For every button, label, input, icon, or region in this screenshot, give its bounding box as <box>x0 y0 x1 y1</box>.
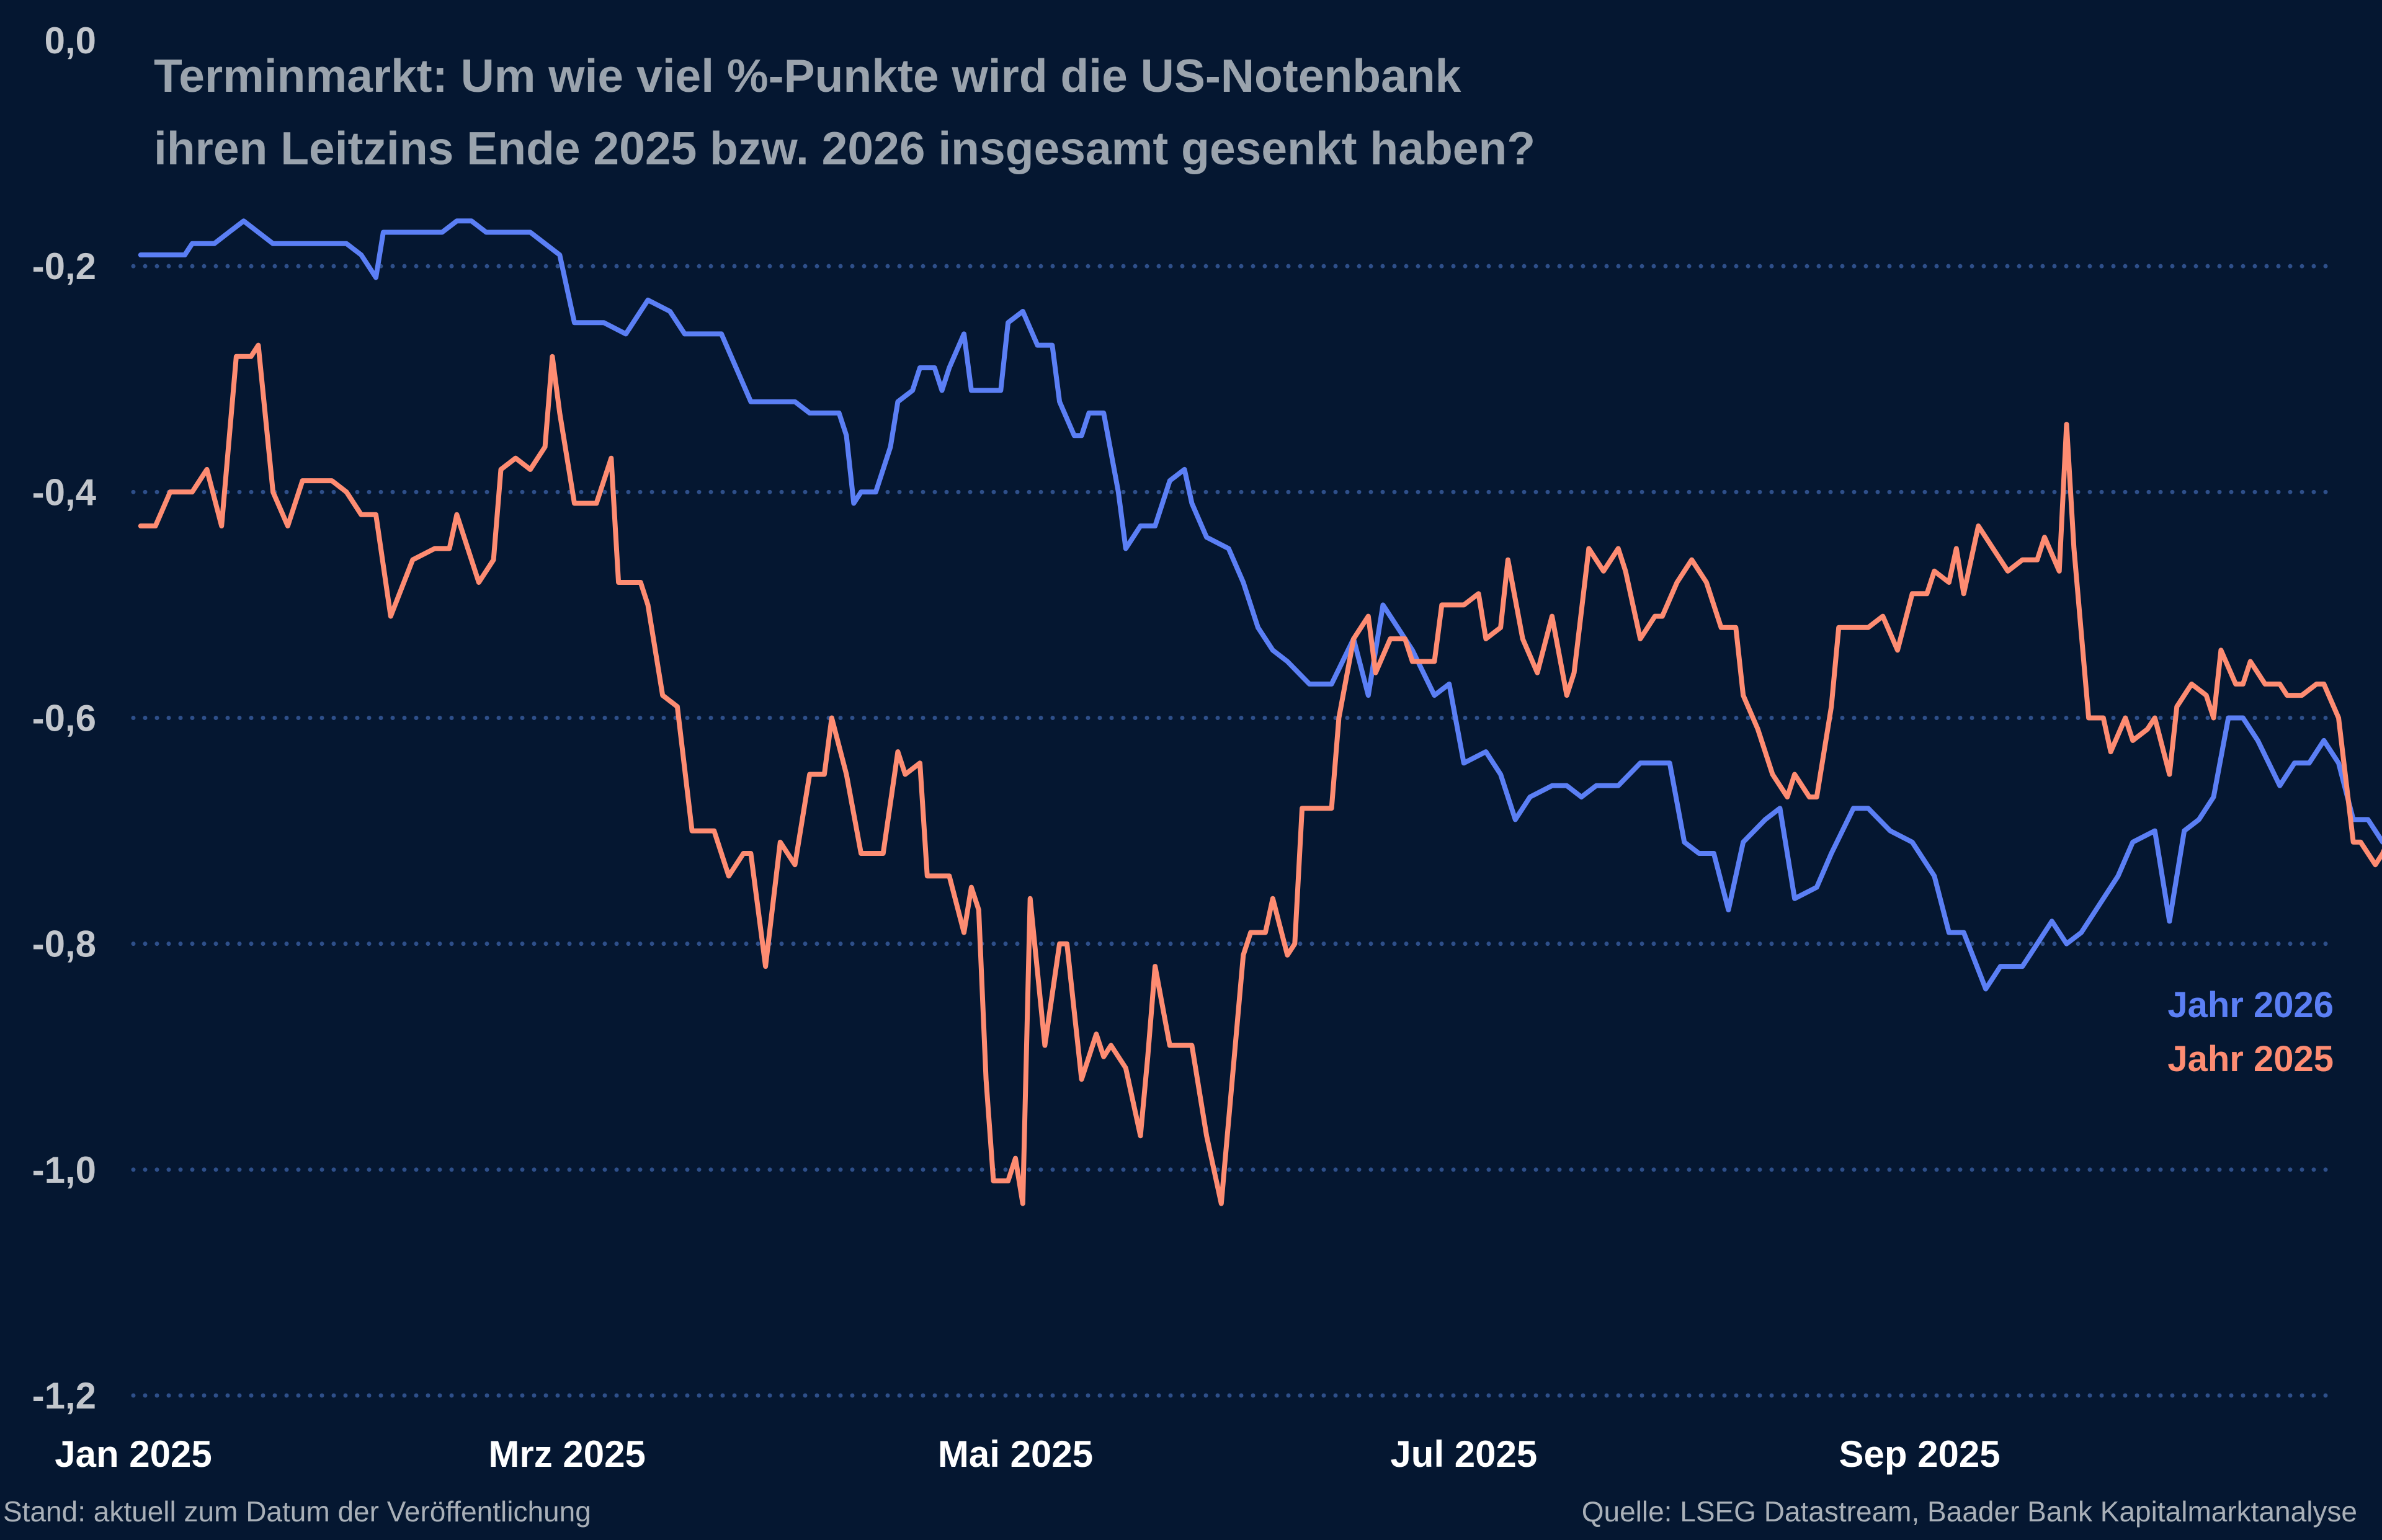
x-axis-tick-labels: Jan 2025 Mrz 2025 Mai 2025 Jul 2025 Sep 2025 <box>55 1433 2000 1475</box>
y-tick-label-1: -0,2 <box>32 246 96 287</box>
y-tick-label-5: -1,0 <box>32 1149 96 1191</box>
chart-title-line-1: Terminmarkt: Um wie viel %-Punkte wird d… <box>154 50 1461 102</box>
footer-note: Stand: aktuell zum Datum der Veröffentli… <box>3 1495 591 1528</box>
y-tick-label-2: -0,4 <box>32 471 97 513</box>
series-line-jahr-2025 <box>138 342 2382 1206</box>
y-tick-label-0: 0,0 <box>45 20 96 61</box>
x-tick-label-2: Mai 2025 <box>938 1433 1093 1475</box>
chart-title-line-2: ihren Leitzins Ende 2025 bzw. 2026 insge… <box>154 122 1535 174</box>
series-line-jahr-2026 <box>138 218 2382 992</box>
x-tick-label-1: Mrz 2025 <box>488 1433 645 1475</box>
y-axis-tick-labels: 0,0 -0,2 -0,4 -0,6 -0,8 -1,0 -1,2 <box>32 20 97 1417</box>
y-tick-label-6: -1,2 <box>32 1375 96 1417</box>
y-tick-label-3: -0,6 <box>32 698 96 739</box>
x-tick-label-4: Sep 2025 <box>1839 1433 2000 1475</box>
x-tick-label-3: Jul 2025 <box>1390 1433 1537 1475</box>
legend-label-jahr-2025: Jahr 2025 <box>2167 1039 2334 1079</box>
footer-source: Quelle: LSEG Datastream, Baader Bank Kap… <box>1582 1495 2357 1528</box>
series-layer <box>138 218 2382 1206</box>
grid-layer <box>131 264 2335 1398</box>
x-tick-label-0: Jan 2025 <box>55 1433 212 1475</box>
y-tick-label-4: -0,8 <box>32 924 96 965</box>
legend-label-jahr-2026: Jahr 2026 <box>2167 985 2334 1025</box>
